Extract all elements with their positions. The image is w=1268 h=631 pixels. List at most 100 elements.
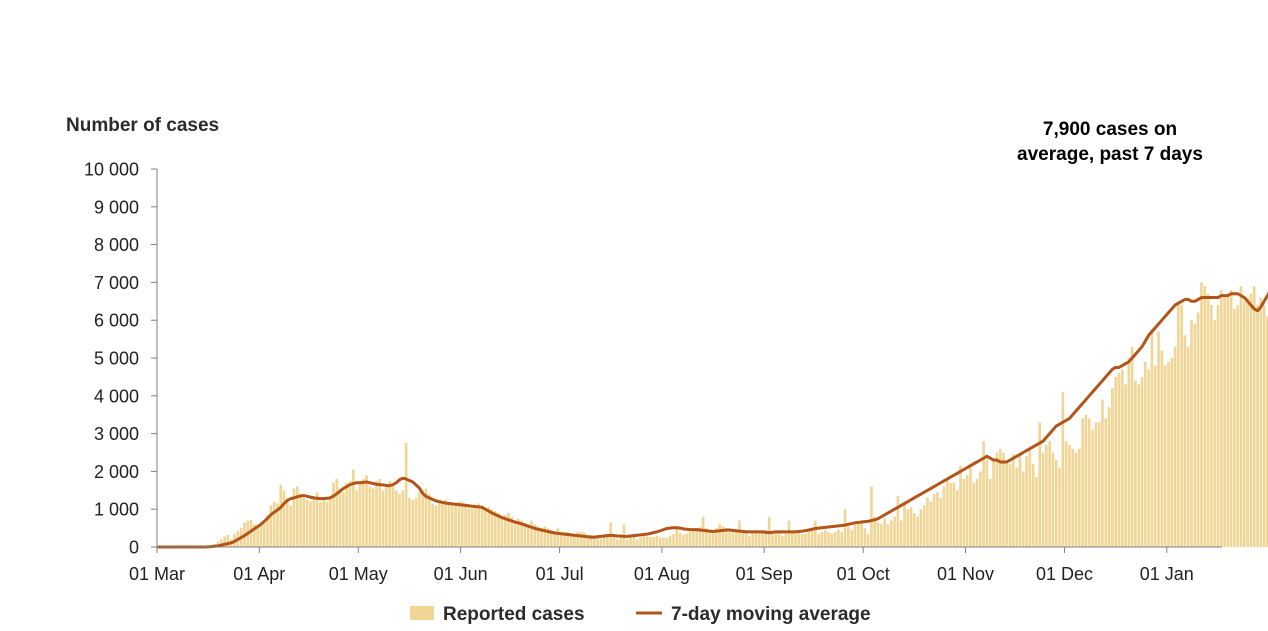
bar (1091, 429, 1094, 547)
bar (1064, 441, 1068, 547)
bar (546, 528, 550, 547)
bar (272, 501, 276, 547)
bar (1180, 305, 1183, 547)
bar (1005, 460, 1009, 547)
bar (1114, 376, 1117, 547)
bar (394, 490, 398, 547)
bar (477, 503, 481, 547)
bar (315, 492, 319, 547)
bar (1206, 293, 1210, 547)
bar (371, 488, 375, 547)
bar (790, 531, 794, 547)
y-tick-label: 7 000 (94, 273, 139, 293)
bar (441, 501, 444, 547)
bar (1074, 452, 1078, 547)
bar (355, 490, 358, 547)
bar (612, 537, 616, 547)
y-tick-label: 3 000 (94, 424, 139, 444)
bar (1157, 331, 1160, 547)
bar (408, 497, 411, 547)
bar (579, 531, 583, 547)
bar (312, 497, 316, 547)
y-axis-ticks: 0 1 000 2 000 3 000 4 000 5 000 6 000 7 000 8 00… (84, 160, 157, 558)
bar (510, 516, 514, 547)
annotation: 7,900 cases on average, past 7 days (1017, 119, 1203, 165)
bar (1101, 399, 1104, 547)
bar (936, 492, 939, 547)
bar (1259, 297, 1263, 547)
bar (1008, 463, 1012, 547)
bar (975, 478, 979, 547)
bar (411, 499, 415, 547)
bar (454, 503, 457, 547)
bar (1058, 467, 1061, 547)
bar (873, 516, 877, 547)
x-tick-label: 01 Jun (434, 564, 488, 584)
bar (1127, 358, 1131, 547)
bar (1196, 312, 1200, 547)
bar (1266, 316, 1268, 547)
bar (850, 529, 853, 547)
bar (965, 475, 969, 547)
bar (1262, 305, 1266, 547)
bar (586, 535, 589, 547)
bar (820, 531, 824, 547)
bar (903, 501, 906, 547)
bar (738, 520, 741, 547)
bar (451, 505, 454, 547)
bar (1170, 358, 1174, 547)
bar (774, 531, 778, 547)
bar (292, 488, 296, 547)
bar (1153, 365, 1157, 547)
bar (530, 520, 533, 547)
bar (520, 520, 523, 547)
bar (1163, 365, 1167, 547)
bar (718, 524, 721, 547)
bar (741, 531, 745, 547)
bar (276, 503, 279, 547)
bar (635, 539, 639, 547)
bar (985, 460, 989, 547)
bar (998, 448, 1002, 547)
y-tick-label: 6 000 (94, 311, 139, 331)
bar (1256, 305, 1259, 547)
bar (1025, 456, 1028, 547)
bar (757, 533, 761, 547)
bar (665, 537, 669, 547)
bar (1015, 467, 1018, 547)
bar (794, 533, 797, 547)
annotation-line-2: average, past 7 days (1017, 144, 1203, 165)
bar (751, 531, 754, 547)
bar (1012, 454, 1015, 547)
bar (754, 529, 758, 547)
bar (309, 501, 312, 547)
bar (1219, 289, 1223, 547)
legend-swatch-reported-cases (410, 606, 434, 620)
bar (381, 490, 385, 547)
bar (266, 514, 269, 547)
bar (916, 516, 919, 547)
bar (583, 532, 586, 547)
bar (1071, 448, 1075, 547)
bar (464, 503, 467, 547)
bar (639, 537, 642, 547)
bar (866, 533, 870, 547)
bar (649, 537, 652, 547)
bar (1183, 335, 1187, 547)
bar (787, 520, 791, 547)
bar (833, 531, 837, 547)
bar (602, 536, 606, 547)
bar (269, 505, 273, 547)
bar (668, 535, 672, 547)
bar (503, 514, 507, 547)
bar (893, 516, 896, 547)
bar (447, 503, 451, 547)
bar (556, 528, 560, 547)
bar (913, 512, 916, 547)
bar (299, 494, 302, 547)
bar (1068, 444, 1071, 547)
bar (1252, 286, 1256, 547)
bar (427, 494, 431, 547)
x-tick-label: 01 Mar (129, 564, 185, 584)
bar (279, 484, 283, 547)
